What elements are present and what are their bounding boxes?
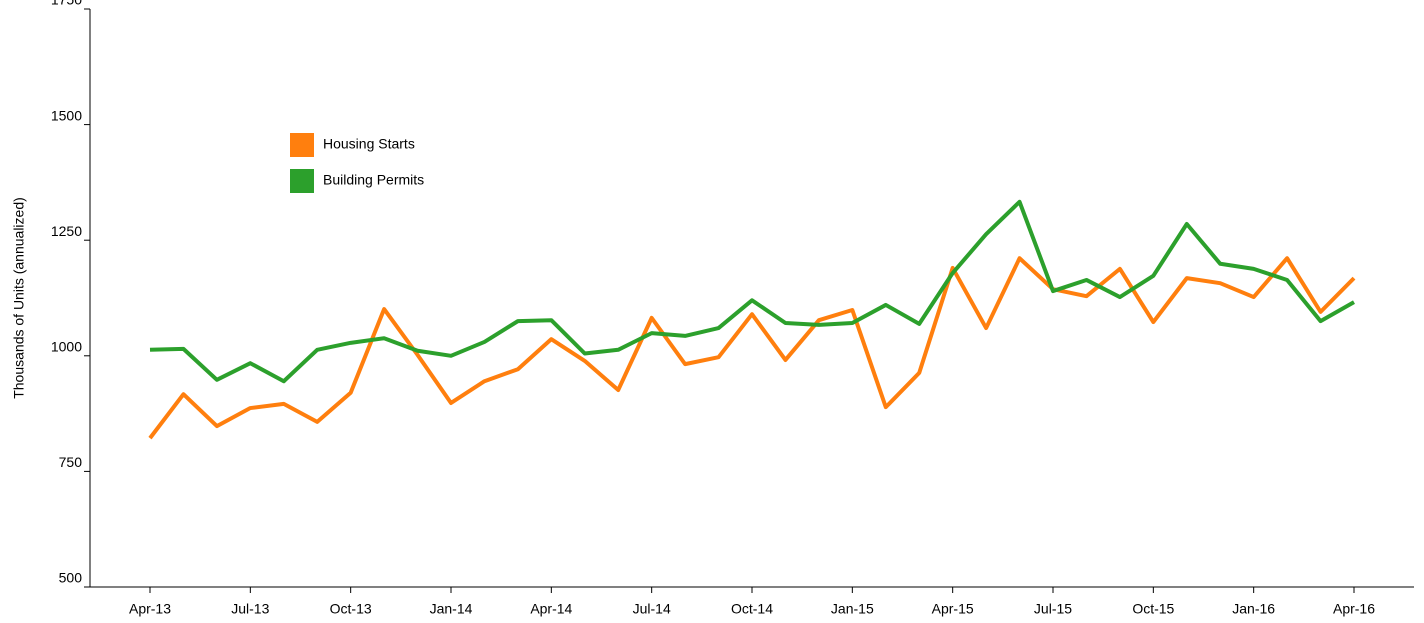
x-tick-label: Oct-15 [1132,601,1174,617]
series-line [149,199,1355,384]
y-axis-label: Thousands of Units (annualized) [11,197,27,399]
x-tick-label: Apr-15 [932,601,974,617]
x-tick-label: Oct-13 [330,601,372,617]
legend-swatch [290,169,314,193]
x-tick-label: Jul-14 [633,601,671,617]
y-tick-label: 500 [59,570,83,586]
y-tick-label: 1000 [51,339,82,355]
legend-label: Building Permits [323,172,424,188]
x-tick-label: Jul-13 [231,601,269,617]
x-tick-label: Jan-16 [1232,601,1275,617]
y-tick-label: 750 [59,454,83,470]
x-tick-label: Jan-14 [430,601,473,617]
x-tick-label: Apr-14 [530,601,572,617]
series-line [148,256,1356,440]
x-tick-label: Jul-15 [1034,601,1072,617]
y-tick-label: 1750 [51,0,82,8]
x-tick-label: Jan-15 [831,601,874,617]
x-tick-label: Oct-14 [731,601,773,617]
y-tick-label: 1500 [51,107,82,123]
legend-swatch [290,133,314,157]
x-tick-label: Apr-13 [129,601,171,617]
legend-label: Housing Starts [323,136,415,152]
x-tick-label: Apr-16 [1333,601,1375,617]
y-tick-label: 1250 [51,223,82,239]
